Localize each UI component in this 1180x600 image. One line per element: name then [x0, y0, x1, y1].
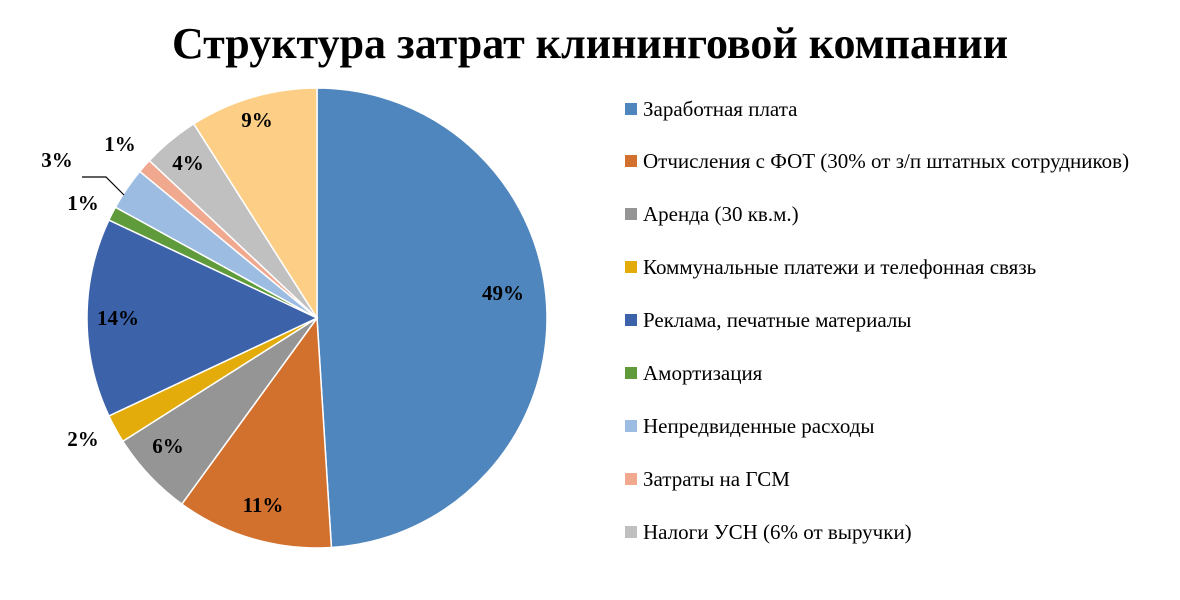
- slice-value-label: 4%: [172, 151, 204, 175]
- slice-value-label: 3%: [41, 148, 73, 172]
- slice-value-label: 9%: [241, 108, 273, 132]
- leader-line: [82, 176, 125, 196]
- slice-value-label: 1%: [67, 191, 99, 215]
- legend-item: Коммунальные платежи и телефонная связь: [625, 254, 1143, 280]
- legend-item: Заработная плата: [625, 96, 1143, 122]
- pie-chart: 49% 11% 6% 2% 14% 1% 3% 1% 4% 9%: [41, 87, 548, 549]
- pie-slice: [192, 87, 318, 321]
- chart-title: Структура затрат клининговой компании: [171, 19, 1009, 68]
- slice-value-label: 11%: [243, 493, 284, 517]
- legend-swatch: [625, 367, 637, 379]
- legend-swatch: [625, 103, 637, 115]
- legend-swatch: [625, 473, 637, 485]
- slice-value-label: 49%: [482, 281, 524, 305]
- legend-swatch: [625, 261, 637, 273]
- legend-label: Амортизация: [643, 361, 763, 385]
- legend-item: Амортизация: [625, 360, 1143, 386]
- legend-label: Непредвиденные расходы: [643, 414, 875, 438]
- legend-swatch: [625, 155, 637, 167]
- legend-item: Отчисления с ФОТ (30% от з/п штатных сот…: [625, 148, 1143, 174]
- slice-value-label: 1%: [104, 132, 136, 156]
- legend-swatch: [625, 208, 637, 220]
- legend-item: Непредвиденные расходы: [625, 413, 1143, 439]
- slice-value-label: 2%: [67, 427, 99, 451]
- slice-value-label: 6%: [152, 434, 184, 458]
- legend-item: Затраты на ГСМ: [625, 466, 1143, 492]
- legend-label: Аренда (30 кв.м.): [643, 202, 799, 226]
- legend-label: Отчисления с ФОТ (30% от з/п штатных сот…: [643, 149, 1130, 173]
- pie-slice: [180, 315, 333, 549]
- legend-item: Реклама, печатные материалы: [625, 307, 1143, 333]
- slice-value-label: 14%: [97, 306, 139, 330]
- legend-label: Коммунальные платежи и телефонная связь: [643, 255, 1037, 279]
- legend-label: Заработная плата: [643, 97, 798, 121]
- legend-label: Реклама, печатные материалы: [643, 308, 912, 332]
- legend-swatch: [625, 526, 637, 538]
- legend-item: Аренда (30 кв.м.): [625, 201, 1143, 227]
- legend-label: Налоги УСН (6% от выручки): [643, 520, 912, 544]
- legend-item: Налоги УСН (6% от выручки): [625, 519, 1143, 545]
- legend-label: Затраты на ГСМ: [643, 467, 790, 491]
- pie-slice: [316, 87, 548, 549]
- legend-swatch: [625, 314, 637, 326]
- legend-swatch: [625, 420, 637, 432]
- pie-slice: [86, 219, 319, 417]
